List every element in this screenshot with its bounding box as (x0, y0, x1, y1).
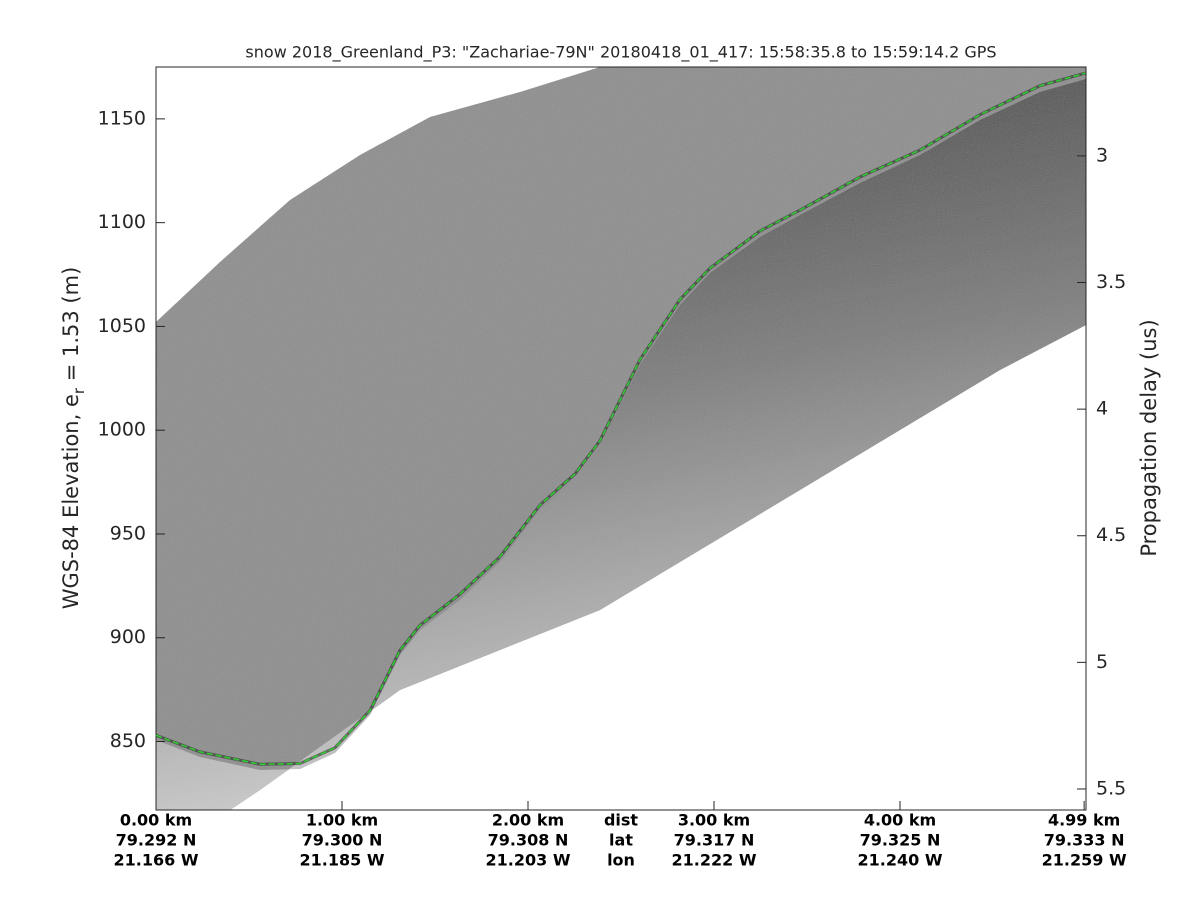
y-tick-label: 850 (110, 730, 146, 752)
lon-label: 21.240 W (858, 851, 943, 870)
echogram (156, 67, 1086, 810)
y-tick-label: 1050 (98, 315, 146, 337)
y2-tick-label: 3.5 (1096, 271, 1126, 293)
y-tick-label: 950 (110, 522, 146, 544)
x-tick-label: 1.00 km (306, 811, 378, 830)
surface-line (155, 72, 1086, 766)
y-tick-label: 1000 (98, 419, 146, 441)
lat-label: 79.317 N (674, 831, 755, 850)
lat-label: 79.292 N (116, 831, 197, 850)
lat-label: 79.325 N (860, 831, 941, 850)
plot-frame (155, 66, 1087, 811)
lon-label: 21.259 W (1042, 851, 1127, 870)
y-tick-label: 1100 (98, 211, 146, 233)
y-tick-label: 900 (110, 626, 146, 648)
y2-axis-label: Propagation delay (us) (1137, 319, 1161, 556)
y2-tick-label: 5 (1096, 651, 1108, 673)
y-label-suffix: = 1.53 (m) (59, 267, 83, 388)
x-tick-label: 4.00 km (864, 811, 936, 830)
y-label-text: WGS-84 Elevation, e (59, 394, 83, 609)
lat-label: 79.300 N (302, 831, 383, 850)
lat-label: 79.333 N (1044, 831, 1125, 850)
lon-label: 21.185 W (300, 851, 385, 870)
lat-label: 79.308 N (488, 831, 569, 850)
x-tick-label: 0.00 km (120, 811, 192, 830)
x-tick-label: 3.00 km (678, 811, 750, 830)
lon-label: 21.203 W (486, 851, 571, 870)
y-label-subscript: r (70, 387, 88, 394)
lon-label: 21.222 W (672, 851, 757, 870)
y2-tick-label: 3 (1096, 144, 1108, 166)
y-axis-label: WGS-84 Elevation, er = 1.53 (m) (59, 267, 88, 610)
y2-tick-label: 4.5 (1096, 524, 1126, 546)
y-tick-label: 1150 (98, 107, 146, 129)
row-label: lon (607, 851, 635, 870)
row-label: dist (604, 811, 638, 830)
echogram-subsurface (156, 79, 1086, 810)
chart-title: snow 2018_Greenland_P3: "Zachariae-79N" … (245, 43, 996, 63)
row-label: lat (609, 831, 633, 850)
x-tick-label: 4.99 km (1048, 811, 1120, 830)
lon-label: 21.166 W (114, 851, 199, 870)
y2-tick-label: 5.5 (1096, 777, 1126, 799)
x-tick-label: 2.00 km (492, 811, 564, 830)
y2-tick-label: 4 (1096, 398, 1108, 420)
